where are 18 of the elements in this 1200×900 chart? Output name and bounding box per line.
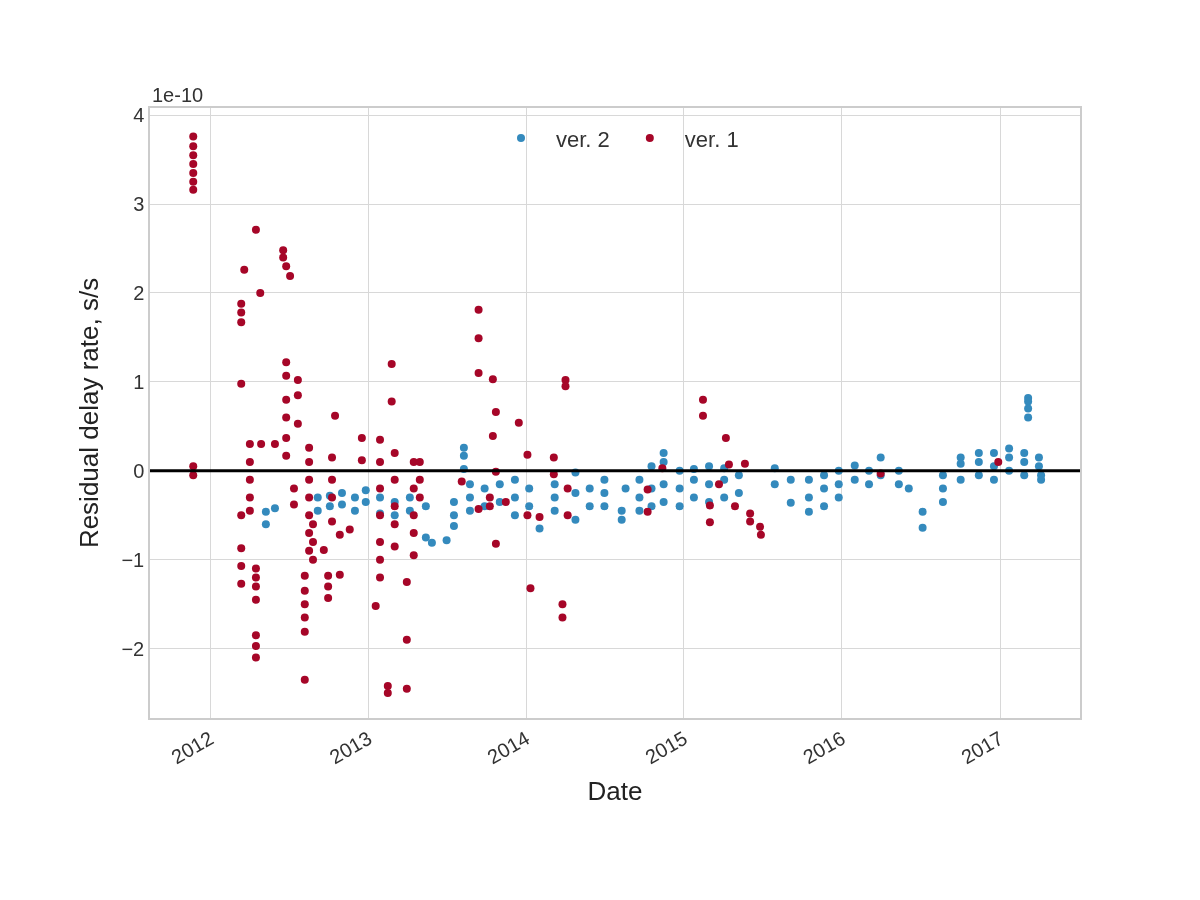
x-tick-label: 2017: [957, 726, 1008, 769]
y-tick-label: 3: [133, 193, 145, 216]
y-tick-label: 1: [133, 370, 145, 393]
legend-label: ver. 1: [684, 126, 739, 152]
legend-label: ver. 2: [556, 126, 610, 152]
x-tick-label: 2012: [167, 726, 218, 769]
x-axis-title: Date: [587, 776, 643, 807]
x-tick-label: 2016: [799, 726, 849, 769]
x-tick-label: 2015: [641, 726, 691, 769]
x-tick-label: 2013: [325, 726, 376, 769]
y-tick-label: 4: [133, 104, 145, 127]
y-tick-label: 0: [133, 459, 145, 482]
text: 1e-10: [152, 84, 204, 106]
y-axis-title: Residual delay rate, s/s: [74, 277, 105, 549]
y-tick-label: −1: [121, 548, 145, 571]
y-tick-label: 2: [133, 281, 145, 304]
y-tick-label: −2: [121, 637, 145, 660]
x-tick-label: 2014: [483, 726, 534, 769]
